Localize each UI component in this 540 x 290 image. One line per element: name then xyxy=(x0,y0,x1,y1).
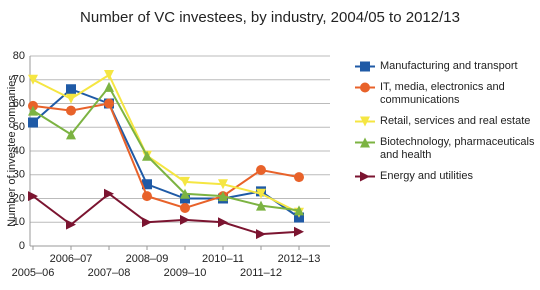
legend-swatch xyxy=(355,82,375,93)
legend-label: Manufacturing and transport xyxy=(380,60,518,72)
x-tick-label: 2011–12 xyxy=(240,267,282,279)
marker xyxy=(294,205,304,216)
series-line xyxy=(32,102,300,210)
x-tick-label: 2005–06 xyxy=(12,267,55,279)
marker xyxy=(28,117,38,128)
y-tick-label: 60 xyxy=(13,97,25,109)
legend-item: Retail, services and real estate xyxy=(352,115,536,128)
y-tick-label: 50 xyxy=(13,121,25,133)
x-tick-label: 2010–11 xyxy=(202,253,244,265)
legend-swatch xyxy=(355,137,375,148)
y-tick-label: 10 xyxy=(13,216,25,228)
legend-swatch xyxy=(355,116,375,127)
y-tick-label: 70 xyxy=(13,74,25,86)
legend-item: Energy and utilities xyxy=(352,170,536,183)
legend-swatch xyxy=(355,61,375,72)
x-tick-label: 2006–07 xyxy=(50,253,93,265)
legend-item: Biotechnology, pharmaceuticals and healt… xyxy=(352,136,536,162)
legend-swatch xyxy=(355,171,375,182)
marker xyxy=(180,176,190,187)
marker xyxy=(218,191,228,202)
marker xyxy=(360,116,370,127)
series-line xyxy=(32,192,300,236)
marker xyxy=(28,74,38,85)
legend: Manufacturing and transport IT, media, el… xyxy=(352,60,536,191)
marker xyxy=(360,171,370,182)
marker xyxy=(66,129,76,140)
legend-item: Manufacturing and transport xyxy=(352,60,536,73)
y-tick-label: 0 xyxy=(19,240,25,252)
marker xyxy=(142,217,152,228)
legend-label: Retail, services and real estate xyxy=(380,115,531,127)
y-tick-label: 20 xyxy=(13,192,25,204)
x-tick-label: 2012–13 xyxy=(278,253,321,265)
marker xyxy=(180,214,190,225)
marker xyxy=(142,179,152,190)
legend-item: IT, media, electronics and communication… xyxy=(352,81,536,107)
marker xyxy=(180,203,190,213)
legend-label: Biotechnology, pharmaceuticals and healt… xyxy=(380,136,535,161)
marker xyxy=(66,219,76,230)
chart-title: Number of VC investees, by industry, 200… xyxy=(80,9,460,26)
x-tick-label: 2009–10 xyxy=(164,267,207,279)
legend-label: Energy and utilities xyxy=(380,170,473,182)
marker xyxy=(360,82,370,93)
marker xyxy=(142,191,152,202)
marker xyxy=(294,172,304,183)
marker xyxy=(256,200,266,211)
marker xyxy=(256,188,266,199)
marker xyxy=(66,93,76,104)
marker xyxy=(294,226,304,237)
y-tick-label: 30 xyxy=(13,169,25,181)
marker xyxy=(142,150,152,161)
y-tick-label: 80 xyxy=(13,50,25,62)
series-line xyxy=(32,73,300,214)
marker xyxy=(104,188,114,199)
series-line xyxy=(32,85,300,212)
y-axis-label: Number of investee companies xyxy=(6,75,18,227)
marker xyxy=(66,84,76,95)
x-tick-label: 2007–08 xyxy=(88,267,131,279)
legend-label: IT, media, electronics and communication… xyxy=(380,81,505,106)
marker xyxy=(104,98,114,109)
y-tick-label: 40 xyxy=(13,145,25,157)
marker xyxy=(180,188,190,199)
marker xyxy=(256,165,266,175)
marker xyxy=(104,70,114,80)
marker xyxy=(28,105,38,116)
marker xyxy=(28,191,38,202)
marker xyxy=(218,179,228,190)
marker xyxy=(66,105,76,116)
x-tick-label: 2008–09 xyxy=(126,253,169,265)
marker xyxy=(218,217,228,228)
marker xyxy=(360,61,370,72)
marker xyxy=(104,81,114,92)
marker xyxy=(360,137,370,148)
marker xyxy=(256,229,266,240)
